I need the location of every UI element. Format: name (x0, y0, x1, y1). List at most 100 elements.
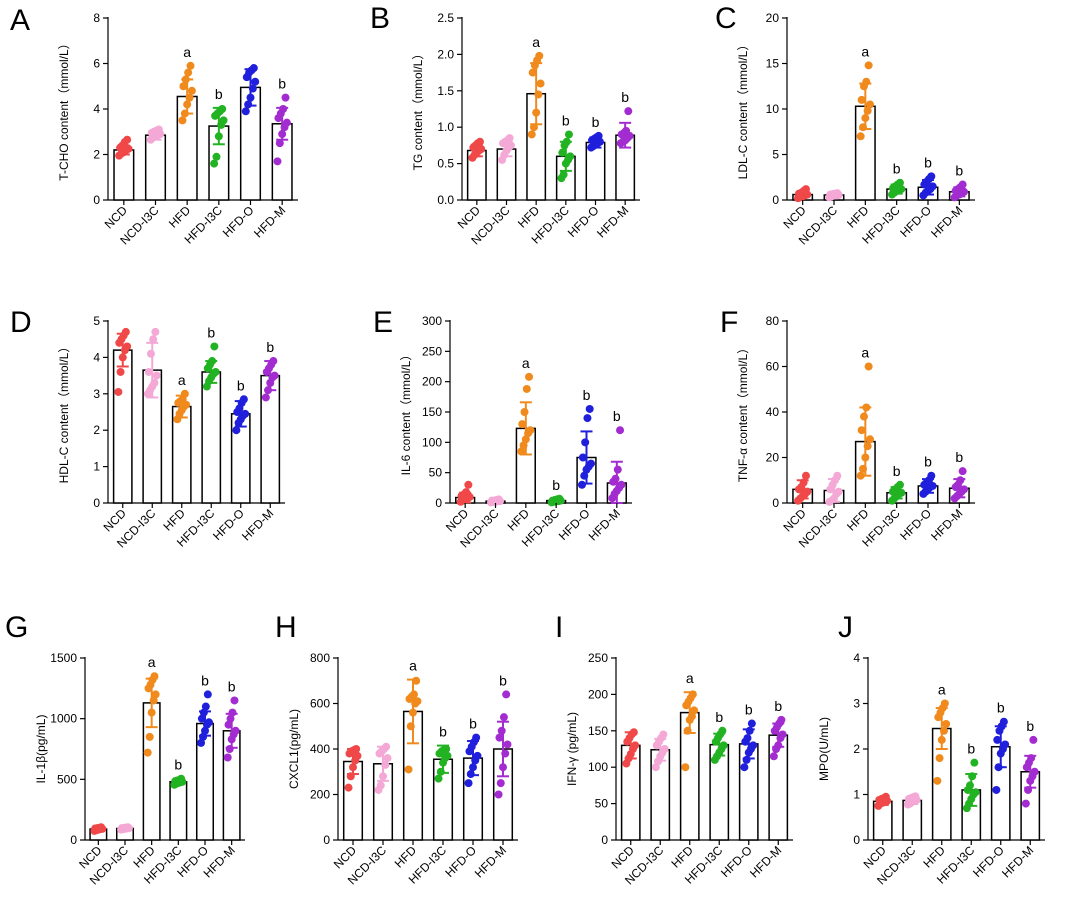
panel-d-point-ncd-i3c (144, 367, 153, 376)
panel-c-sig-hfd-m: b (955, 163, 963, 179)
panel-i-point-hfd-o (747, 719, 756, 728)
panel-b-y-tick-label: 1.0 (437, 120, 454, 134)
panel-f-point-hfd-m (958, 467, 967, 476)
panel-f-y-tick-label: 0 (772, 496, 779, 510)
panel-b-y-axis-title: TG content（mmol/L） (411, 48, 425, 171)
panel-c-sig-hfd-o: b (924, 154, 932, 170)
panel-h-sig-hfd-i3c: b (439, 724, 447, 740)
panel-i-point-ncd-i3c (660, 745, 669, 753)
panel-i-y-tick-label: 250 (588, 651, 608, 665)
panel-g-bar-hfd-i3c (169, 781, 188, 841)
panel-a-x-tick-label: HFD (166, 203, 194, 231)
panel-j-point-hfd (942, 719, 951, 728)
panel-f-sig-hfd-i3c: b (893, 463, 901, 479)
panel-e-y-tick-label: 200 (422, 375, 442, 389)
panel-e-point-hfd (522, 384, 531, 393)
panel-d-point-hfd-i3c (210, 342, 219, 351)
panel-h-point-hfd (404, 765, 413, 774)
panel-a-x-tick-label: HFD-M (251, 203, 288, 240)
panel-h-point-hfd-m (502, 690, 511, 699)
panel-a-letter: A (10, 4, 30, 37)
panel-d-y-tick-label: 5 (93, 314, 100, 328)
panel-e-x-tick-label: HFD-M (586, 506, 623, 543)
panel-g-point-hfd (145, 732, 154, 741)
panel-d-sig-hfd-i3c: b (207, 324, 215, 340)
panel-e-letter: E (373, 306, 393, 339)
panel-c-y-tick-label: 20 (766, 11, 780, 25)
panel-b-sig-hfd: a (532, 34, 540, 50)
panel-b-point-hfd (535, 51, 544, 60)
panel-j-letter: J (838, 611, 853, 644)
panel-b: B0.00.51.01.52.02.5TG content（mmol/L）NCD… (370, 2, 640, 248)
panel-i-point-hfd-o (740, 763, 749, 772)
panel-d-point-hfd-i3c (211, 367, 220, 376)
panel-h-point-hfd (413, 697, 422, 706)
panel-j-point-hfd-m (1029, 735, 1038, 744)
panel-j-point-hfd-o (1001, 740, 1010, 749)
panel-h-point-hfd-o (472, 733, 481, 742)
panel-d-letter: D (10, 306, 32, 339)
panel-d-sig-hfd-m: b (266, 339, 274, 355)
panel-j-y-axis-title: MPO(U/mL) (817, 717, 831, 781)
panel-g-point-hfd (143, 748, 152, 757)
panel-j-sig-hfd-m: b (1026, 718, 1034, 734)
panel-c-y-axis-title: LDL-C content（mmol/L） (736, 39, 750, 180)
panel-g-point-hfd-o (201, 702, 210, 711)
panel-g: G050010001500IL-1β(pg/mL)NCDNCD-I3CaHFDb… (5, 611, 245, 888)
panel-i-point-hfd (681, 763, 690, 772)
panel-h-point-hfd-o (464, 779, 473, 788)
panel-c-point-hfd (856, 132, 865, 141)
panel-f-point-hfd-i3c (897, 488, 906, 497)
panel-b-y-tick-label: 1.5 (437, 84, 454, 98)
panel-b-sig-hfd-o: b (592, 114, 600, 130)
panel-d-point-ncd-i3c (149, 335, 158, 344)
panel-j-point-hfd (935, 754, 944, 763)
panel-f-sig-hfd-o: b (924, 454, 932, 470)
panel-d-y-tick-label: 4 (93, 350, 100, 364)
panel-g-point-hfd-m (230, 696, 239, 705)
panel-h-point-hfd-m (503, 740, 512, 749)
panel-j-y-tick-label: 2 (853, 742, 860, 756)
panel-b-y-tick-label: 2.0 (437, 47, 454, 61)
panel-h-sig-hfd-m: b (499, 672, 507, 688)
panel-a-sig-hfd-i3c: b (215, 86, 223, 102)
panel-f-point-hfd (857, 426, 866, 435)
panel-c-point-hfd (857, 95, 866, 104)
panel-e-point-hfd-o (585, 404, 594, 413)
panel-b-x-tick-label: HFD-O (565, 203, 602, 240)
panel-i-sig-hfd: a (686, 670, 694, 686)
panel-f-sig-hfd-m: b (955, 449, 963, 465)
panel-f-point-hfd (865, 435, 874, 444)
panel-e-point-hfd-o (587, 459, 596, 468)
panel-h-y-tick-label: 600 (310, 697, 330, 711)
panel-g-point-hfd-o (204, 718, 213, 727)
panel-e-y-tick-label: 100 (422, 435, 442, 449)
panel-a-sig-hfd: a (183, 44, 191, 60)
panel-a-point-hfd (179, 82, 188, 91)
panel-e-point-hfd (526, 426, 535, 435)
panel-h-point-hfd-m (496, 779, 505, 788)
panel-j-point-hfd-i3c (965, 781, 974, 790)
panel-e-point-hfd-m (616, 426, 625, 435)
panel-j-x-tick-label: HFD-M (999, 843, 1036, 880)
panel-g-sig-hfd: a (148, 654, 156, 670)
panel-i-letter: I (555, 611, 563, 644)
panel-b-x-tick-label: HFD-M (594, 203, 631, 240)
panel-i-y-tick-label: 0 (601, 833, 608, 847)
panel-g-point-hfd-m (231, 726, 240, 735)
panel-h-x-tick-label: HFD-M (472, 843, 509, 880)
panel-c-x-tick-label: HFD-O (897, 203, 934, 240)
panel-d-point-hfd-o (232, 426, 241, 435)
panel-e-point-hfd-o (577, 480, 586, 489)
panel-c-x-tick-label: HFD-M (928, 203, 965, 240)
panel-e-y-tick-label: 150 (422, 405, 442, 419)
panel-b-y-tick-label: 0.5 (437, 157, 454, 171)
panel-c-y-tick-label: 0 (772, 193, 779, 207)
panel-a-bar-ncd-i3c (144, 134, 167, 201)
panel-j-point-hfd-i3c (970, 758, 979, 767)
panel-d-y-tick-label: 0 (93, 496, 100, 510)
panel-i-x-tick-label: HFD-O (718, 843, 755, 880)
panel-g-sig-hfd-m: b (228, 678, 236, 694)
